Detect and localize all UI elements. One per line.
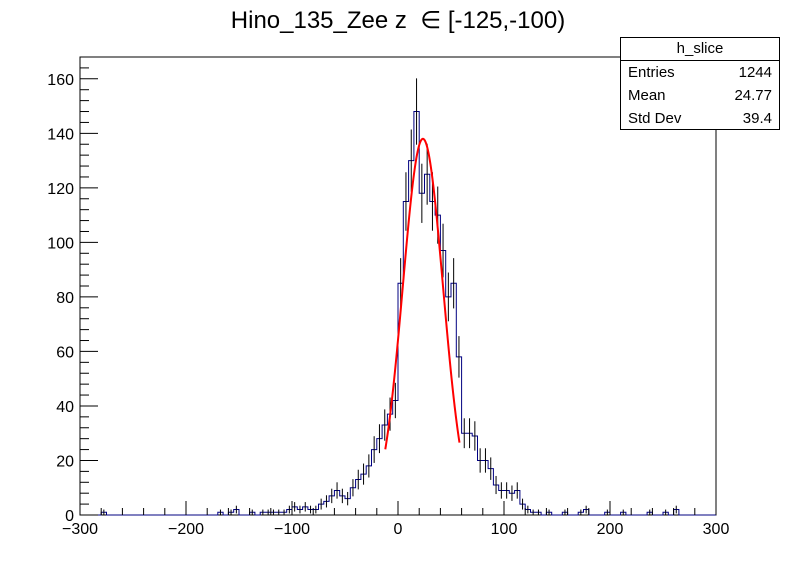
- entries-label: Entries: [628, 64, 675, 81]
- y-tick-label: 0: [65, 508, 74, 525]
- x-tick-label: −300: [62, 521, 98, 538]
- mean-label: Mean: [628, 87, 666, 104]
- y-tick-label: 100: [47, 235, 74, 252]
- stddev-value: 39.4: [742, 110, 772, 127]
- y-tick-label: 60: [56, 344, 74, 361]
- y-tick-label: 120: [47, 181, 74, 198]
- chart-title: Hino_135_Zee z ∈ [-125,-100): [230, 7, 566, 34]
- gaussian-fit-line: [384, 137, 461, 450]
- x-tick-label: 200: [597, 521, 624, 538]
- histogram-bars: [80, 111, 716, 516]
- x-tick-label: 300: [703, 521, 730, 538]
- y-tick-label: 140: [47, 126, 74, 143]
- x-tick-label: 0: [394, 521, 403, 538]
- error-bars: [103, 78, 677, 515]
- y-tick-label: 40: [56, 399, 74, 416]
- y-tick-label: 20: [56, 453, 74, 470]
- x-tick-label: −100: [274, 521, 310, 538]
- stats-title: h_slice: [621, 38, 779, 61]
- stats-box: h_slice Entries 1244 Mean 24.77 Std Dev …: [620, 37, 780, 130]
- stats-mean-row: Mean 24.77: [621, 84, 779, 107]
- entries-value: 1244: [738, 64, 772, 81]
- x-tick-label: 100: [491, 521, 518, 538]
- histogram-outline: [80, 111, 716, 516]
- x-tick-label: −200: [168, 521, 204, 538]
- y-axis: 0 20 40 60 80 100 120 140 160: [47, 56, 98, 525]
- x-axis: −300 −200 −100 0 100 200 300: [62, 501, 729, 538]
- y-tick-label: 80: [56, 290, 74, 307]
- y-tick-label: 160: [47, 72, 74, 89]
- mean-value: 24.77: [734, 87, 772, 104]
- stats-entries-row: Entries 1244: [621, 61, 779, 84]
- stddev-label: Std Dev: [628, 110, 682, 127]
- stats-stddev-row: Std Dev 39.4: [621, 107, 779, 130]
